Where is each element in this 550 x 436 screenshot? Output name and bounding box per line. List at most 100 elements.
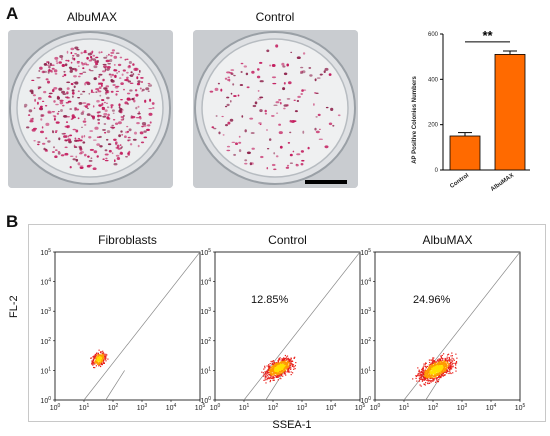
event-dot (261, 371, 263, 373)
event-dot (437, 372, 439, 374)
event-dot (448, 353, 450, 355)
flow-plot-frame (374, 251, 521, 401)
colony (82, 71, 87, 73)
colony (222, 134, 225, 136)
event-dot (279, 371, 281, 373)
colony (126, 76, 129, 79)
colony (238, 141, 242, 144)
flow-ytick-label: 103 (360, 307, 371, 316)
event-dot (96, 363, 98, 365)
colony (69, 134, 73, 137)
colony (271, 115, 275, 117)
colony (259, 61, 263, 64)
event-dot (269, 379, 272, 381)
event-dot (439, 376, 441, 378)
colony (56, 96, 61, 100)
event-dot (438, 362, 440, 364)
colony (118, 70, 120, 73)
event-dot (106, 354, 108, 356)
event-dot (91, 362, 93, 364)
event-dot (271, 363, 273, 365)
event-dot (420, 377, 422, 379)
colony (126, 97, 131, 101)
event-dot (432, 375, 435, 377)
event-dot (440, 364, 442, 366)
flow-xtick-label: 103 (457, 403, 468, 412)
event-dot (98, 359, 101, 361)
colony (98, 73, 103, 76)
event-dot (285, 371, 287, 373)
colony (111, 124, 114, 127)
event-dot (271, 366, 274, 368)
flow-ytick-label: 100 (360, 396, 371, 405)
event-dot (449, 360, 451, 362)
event-dot (102, 361, 104, 363)
event-dot (290, 364, 292, 366)
event-dot (265, 382, 267, 384)
colony (300, 163, 304, 166)
event-dot (285, 362, 287, 365)
colony (104, 153, 109, 156)
event-dot (452, 360, 454, 362)
event-dot (429, 372, 431, 374)
event-dot (102, 352, 104, 354)
colony (318, 138, 323, 140)
colony (52, 115, 56, 117)
colony (289, 162, 293, 164)
event-dot (418, 369, 420, 371)
colony (51, 151, 55, 153)
event-dot (281, 363, 283, 365)
colony (152, 107, 155, 109)
event-dot (269, 371, 271, 373)
colony (130, 71, 133, 74)
event-dot (438, 367, 440, 369)
colony (292, 150, 295, 153)
event-dot (428, 365, 430, 367)
event-dot (262, 375, 265, 377)
event-dot (100, 363, 102, 366)
event-dot (273, 361, 275, 363)
event-dot (435, 378, 437, 380)
event-dot (97, 364, 99, 366)
event-dot (105, 353, 107, 355)
colony (145, 87, 150, 91)
event-dot (419, 371, 421, 373)
event-dot (275, 368, 277, 370)
colony (70, 51, 73, 55)
colony (114, 74, 117, 78)
colony (297, 95, 301, 98)
event-dot (424, 372, 426, 374)
event-dot (432, 377, 434, 379)
event-dot (287, 361, 289, 364)
event-dot (421, 380, 424, 382)
event-dot (281, 370, 283, 372)
event-dot (264, 379, 266, 381)
colony (56, 112, 60, 115)
colony (94, 126, 99, 130)
colony (136, 122, 140, 125)
colony (72, 54, 75, 57)
event-dot (287, 366, 289, 368)
event-dot (282, 367, 284, 369)
event-dot (435, 368, 437, 370)
event-dot (434, 361, 436, 363)
colony (230, 100, 232, 103)
event-dot (449, 368, 451, 370)
colony (133, 99, 136, 103)
event-dot (286, 358, 288, 360)
event-dot (99, 357, 101, 359)
event-dot (290, 374, 292, 376)
event-dot (454, 366, 456, 369)
event-dot (266, 379, 268, 381)
colony (63, 134, 68, 138)
event-dot (420, 370, 422, 373)
event-dot (102, 362, 104, 364)
event-dot (440, 372, 442, 374)
event-dot (98, 359, 100, 361)
dish-label-control: Control (255, 10, 295, 24)
event-dot (280, 374, 283, 376)
flow-ytick-label: 101 (360, 366, 371, 375)
colony (237, 94, 240, 97)
event-dot (97, 353, 99, 355)
event-dot (436, 367, 438, 369)
